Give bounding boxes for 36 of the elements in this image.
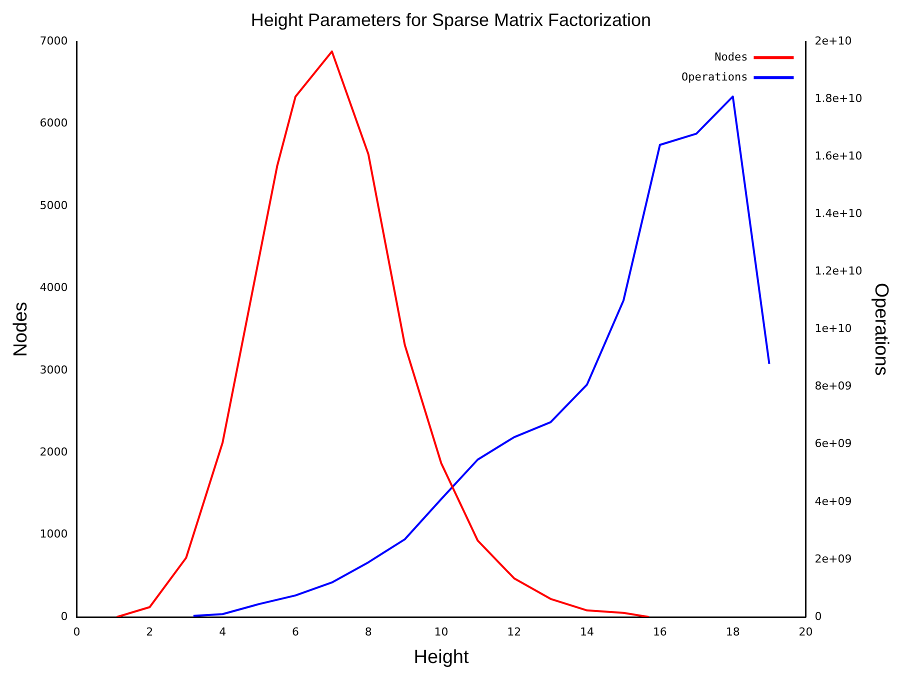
y2-tick-label: 6e+09 xyxy=(814,437,852,450)
y-tick-label: 3000 xyxy=(40,363,68,376)
y-tick-label: 7000 xyxy=(40,34,68,48)
y2-tick-label: 1.8e+10 xyxy=(814,92,862,105)
y2-tick-label: 2e+09 xyxy=(814,552,852,566)
x-tick-label: 12 xyxy=(507,625,522,638)
y2-tick-label: 1e+10 xyxy=(814,322,852,336)
y-tick-label: 0 xyxy=(60,610,68,623)
x-tick-label: 6 xyxy=(292,625,299,638)
x-tick-label: 14 xyxy=(580,625,594,638)
y2-tick-label: 2e+10 xyxy=(814,34,852,48)
legend-label: Operations xyxy=(681,70,748,84)
y-tick-label: 2000 xyxy=(40,445,68,458)
x-tick-label: 4 xyxy=(219,625,226,638)
x-tick-label: 10 xyxy=(434,625,448,638)
y2-tick-label: 1.6e+10 xyxy=(814,150,862,163)
legend-label: Nodes xyxy=(714,50,748,64)
x-tick-label: 2 xyxy=(146,625,154,638)
x-tick-label: 0 xyxy=(73,625,80,638)
y-tick-label: 4000 xyxy=(40,281,68,294)
y2-tick-label: 0 xyxy=(814,610,822,623)
x-tick-label: 16 xyxy=(652,625,667,638)
y-tick-label: 6000 xyxy=(40,116,68,130)
chart-title: Height Parameters for Sparse Matrix Factorization xyxy=(250,10,652,30)
x-axis-title: Height xyxy=(414,646,470,668)
y2-tick-label: 8e+09 xyxy=(814,380,852,393)
y2-axis-title: Operations xyxy=(870,282,892,376)
y2-tick-label: 4e+09 xyxy=(814,494,852,508)
y-tick-label: 5000 xyxy=(40,198,68,212)
x-tick-label: 20 xyxy=(798,625,813,638)
x-tick-label: 8 xyxy=(364,625,372,638)
y2-tick-label: 1.2e+10 xyxy=(814,264,862,278)
y2-tick-label: 1.4e+10 xyxy=(814,207,862,220)
y-tick-label: 1000 xyxy=(40,528,68,541)
y-axis-title: Nodes xyxy=(10,302,32,357)
x-tick-label: 18 xyxy=(726,625,740,638)
